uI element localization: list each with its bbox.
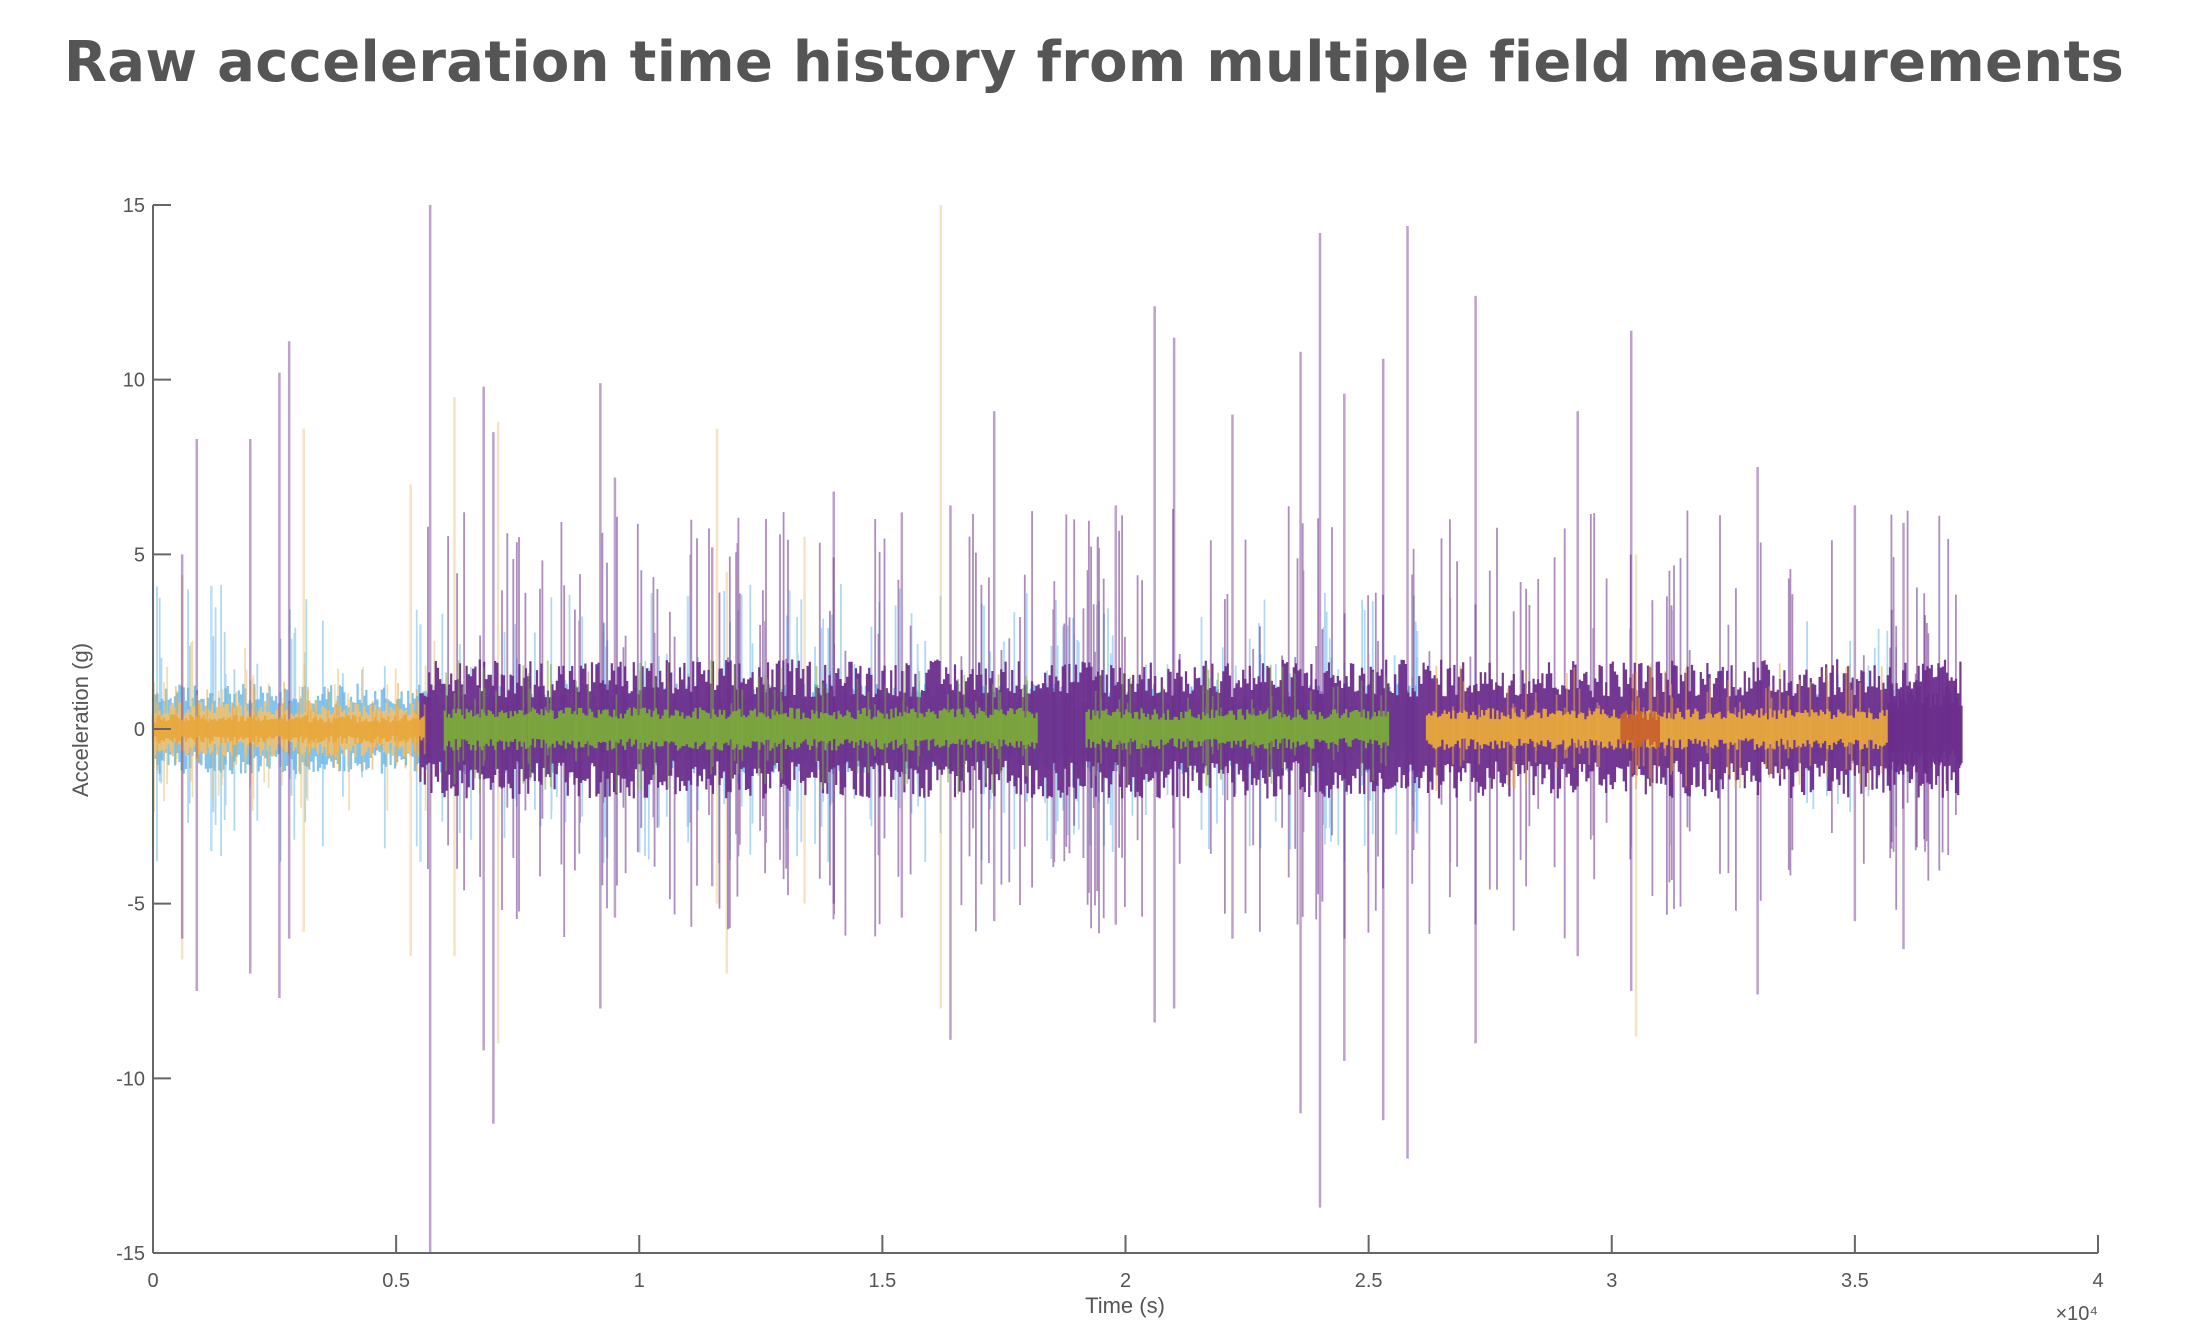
- x-axis-label: Time (s): [1085, 1293, 1165, 1318]
- series-6: [1620, 673, 1660, 776]
- x-tick-label-4: 1.5: [868, 1270, 896, 1292]
- series-7: [1887, 594, 1963, 859]
- y-axis-label: Acceleration (g): [68, 643, 93, 797]
- y-tick-label-6: -10: [116, 1068, 145, 1090]
- x-tick-label-3: 1: [634, 1270, 645, 1292]
- x-exponent-label: ×10⁴: [2055, 1303, 2098, 1325]
- series-4-spikes-1: [445, 660, 1029, 794]
- series-5-spikes-1: [156, 682, 426, 773]
- x-tick-label-5: 2: [1120, 1270, 1131, 1292]
- x-tick-label-1: 0: [147, 1270, 158, 1292]
- y-tick-label-7: -15: [116, 1243, 145, 1265]
- x-tick-label-7: 3: [1606, 1270, 1617, 1292]
- series-4-spikes-2: [1094, 664, 1387, 787]
- series-7-spikes-1: [1889, 594, 1957, 859]
- x-tick-label-2: 0.5: [382, 1270, 410, 1292]
- chart-title: Raw acceleration time history from multi…: [63, 30, 2125, 95]
- y-tick-label-1: 15: [123, 195, 145, 217]
- y-tick-label-2: 10: [123, 370, 145, 392]
- y-tick-label-5: -5: [127, 894, 145, 916]
- series-4: [443, 660, 1390, 794]
- y-tick-label-4: 0: [134, 719, 145, 741]
- x-tick-label-8: 3.5: [1841, 1270, 1869, 1292]
- y-tick-label-3: 5: [134, 544, 145, 566]
- x-tick-label-6: 2.5: [1355, 1270, 1383, 1292]
- series-6-spikes-1: [1631, 673, 1659, 776]
- x-tick-label-9: 4: [2092, 1270, 2103, 1292]
